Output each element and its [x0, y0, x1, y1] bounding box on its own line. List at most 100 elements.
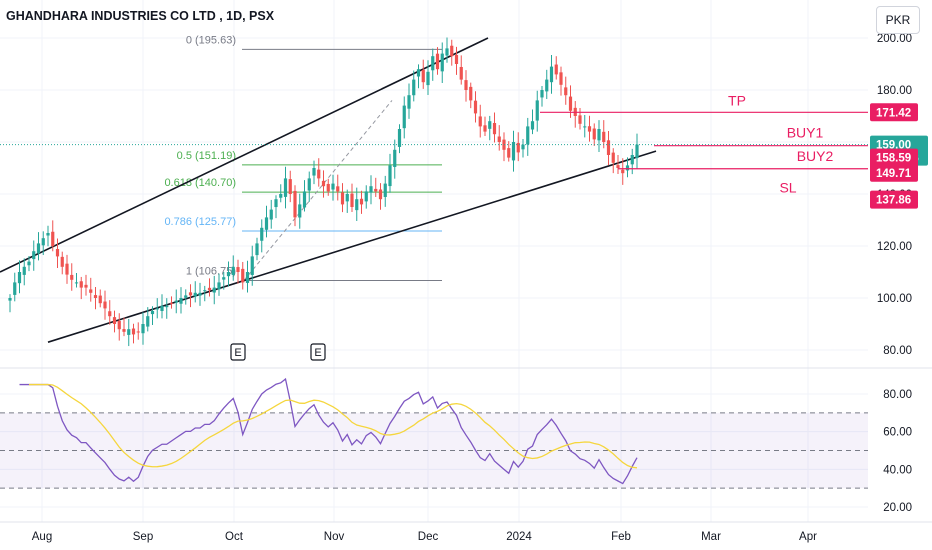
candle-body — [583, 126, 587, 128]
price-axis-tick: 100.00 — [877, 293, 912, 305]
candle-body — [245, 272, 250, 283]
candle-body — [488, 121, 492, 129]
time-axis-tick: Nov — [324, 531, 345, 543]
candle-body — [93, 295, 98, 298]
candle-body — [568, 96, 573, 111]
candle-body — [554, 64, 558, 75]
candle-body — [150, 311, 155, 315]
sl-price-tag: 137.86 — [876, 195, 911, 207]
buy2-price-tag-bg — [870, 163, 918, 182]
candle-body — [312, 168, 316, 176]
rsi-line — [19, 377, 638, 485]
candle-body — [454, 54, 459, 64]
fib-level-label: 0.618 (140.70) — [164, 177, 236, 189]
candle-body — [146, 316, 150, 327]
candle-body — [117, 320, 121, 330]
candle-body — [578, 115, 582, 124]
candle-body — [340, 192, 345, 205]
candle-body — [407, 95, 411, 109]
buy2-price-tag: 149.71 — [876, 168, 912, 180]
candle-body — [478, 116, 482, 127]
candle-body — [13, 282, 17, 295]
candle-body — [98, 295, 102, 304]
buy1-price-tag-bg — [870, 148, 918, 167]
candle-body — [17, 272, 22, 284]
candle-body — [497, 136, 501, 142]
candle-body — [269, 209, 273, 220]
candle-body — [416, 69, 421, 77]
candle-body — [602, 131, 606, 142]
candle-body — [540, 90, 544, 98]
candle-body — [345, 194, 349, 202]
rsi-ma-line — [29, 383, 638, 469]
candle-body — [606, 140, 611, 155]
candle-body — [435, 53, 440, 70]
trade-level-label: BUY1 — [787, 125, 824, 141]
candle-body — [51, 231, 55, 246]
candle-body — [231, 266, 235, 276]
candle-body — [378, 189, 383, 200]
candle-body — [79, 281, 83, 288]
chart-grid — [0, 0, 932, 523]
candle-body — [169, 302, 174, 304]
candle-body — [412, 79, 416, 96]
candle-body — [592, 128, 596, 140]
candle-body — [193, 292, 197, 297]
candle-body — [293, 190, 297, 218]
candle-body — [445, 48, 449, 56]
candle-body — [255, 243, 259, 256]
candle-body — [212, 287, 216, 293]
candle-body — [283, 178, 288, 197]
candle-body — [22, 266, 26, 275]
candle-body — [521, 144, 525, 150]
candle-body — [393, 149, 397, 167]
candle-body — [136, 331, 140, 333]
fibonacci-retracement: 0 (195.63) 0.5 (151.19) 0.618 (140.70) 0.78… — [164, 34, 442, 281]
candle-body — [198, 292, 202, 296]
candle-body — [364, 191, 368, 202]
candle-body — [336, 186, 340, 192]
candle-body — [122, 329, 126, 332]
rsi-axis-tick: 20.00 — [883, 502, 912, 514]
chart-axes: 80.00100.00120.00140.00160.00180.00200.0… — [32, 33, 928, 543]
candle-body — [402, 105, 406, 129]
candle-body — [207, 287, 212, 291]
candle-body — [89, 289, 93, 293]
candle-body — [564, 87, 568, 96]
candle-body — [188, 292, 193, 296]
rsi-axis-tick: 40.00 — [883, 464, 912, 476]
fib-trend-line — [243, 100, 393, 281]
candle-body — [511, 142, 516, 161]
candle-body — [55, 248, 60, 257]
candle-body — [27, 261, 31, 266]
candle-body — [46, 233, 50, 236]
candle-body — [369, 186, 373, 193]
candle-body — [108, 311, 112, 317]
candle-body — [397, 129, 402, 147]
candle-body — [203, 290, 207, 292]
rsi-indicator — [0, 377, 868, 489]
candle-body — [611, 152, 615, 163]
candle-body — [321, 180, 326, 187]
candle-body — [279, 194, 283, 198]
candle-body — [549, 66, 554, 83]
candle-body — [507, 148, 511, 158]
candle-body — [635, 144, 639, 159]
candle-body — [545, 79, 549, 92]
candle-body — [84, 284, 88, 288]
candle-body — [388, 165, 392, 187]
buy1-price-tag: 158.59 — [876, 153, 911, 165]
candle-body — [174, 300, 178, 303]
candle-body — [160, 305, 164, 312]
last-price-tag: 159.00 — [876, 140, 911, 152]
candle-body — [559, 72, 563, 85]
candle-body — [597, 129, 601, 141]
candle-body — [74, 282, 79, 284]
candle-body — [298, 204, 302, 218]
currency-button[interactable]: PKR — [876, 6, 920, 34]
candle-body — [103, 301, 107, 309]
trade-level-label: TP — [728, 92, 746, 108]
earnings-marker-label: E — [314, 347, 321, 359]
trend-channel — [0, 37, 657, 343]
